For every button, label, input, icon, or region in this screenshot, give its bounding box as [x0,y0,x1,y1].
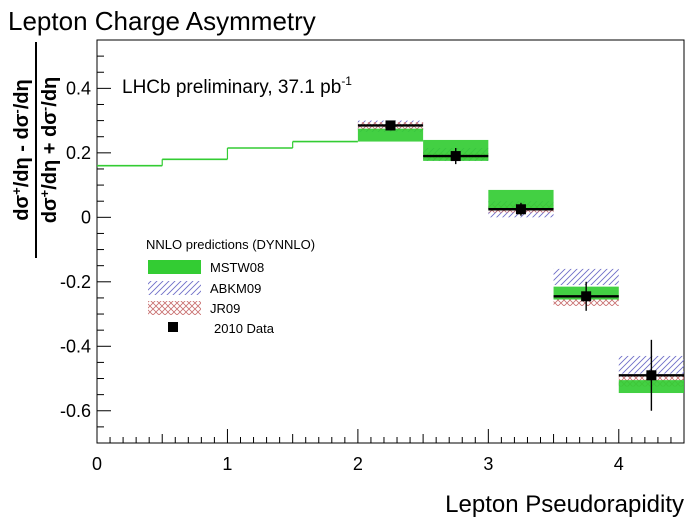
data-point-marker-4 [646,370,657,381]
y-tick-label: 0 [81,207,91,227]
x-tick-label: 3 [483,454,493,474]
mstw-curve [97,140,358,167]
y-tick-label: 0.4 [66,78,91,98]
y-axis-label-numerator: dσ+/dη - dσ-/dη [9,79,33,221]
x-axis-label: Lepton Pseudorapidity [445,491,684,518]
y-axis-label-denominator: dσ+/dη + dσ-/dη [37,77,61,224]
legend-title: NNLO predictions (DYNNLO) [146,237,315,252]
legend-swatch-mstw [148,260,201,274]
legend-label-jr: JR09 [210,301,240,316]
y-tick-label: -0.6 [60,401,91,421]
x-tick-label: 0 [92,454,102,474]
x-axis-ticks: 0 1 2 3 4 [92,429,685,474]
data-points [357,120,684,411]
legend-swatch-abkm [148,281,201,295]
data-point-marker-0 [385,120,396,131]
chart-title: Lepton Charge Asymmetry [8,6,316,36]
mstw-bands [357,128,684,394]
lhcb-annotation-main: LHCb preliminary, 37.1 pb [122,77,341,98]
legend: NNLO predictions (DYNNLO) MSTW08 ABKM09 … [146,237,315,336]
data-point-marker-1 [450,151,461,162]
y-tick-label: -0.4 [60,336,91,356]
x-tick-label: 4 [614,454,624,474]
legend-label-abkm: ABKM09 [210,281,261,296]
lhcb-annotation: LHCb preliminary, 37.1 pb-1 [122,74,352,98]
y-axis-label: dσ+/dη - dσ-/dη dσ+/dη + dσ-/dη [9,42,61,258]
mstw-band-2 [488,189,554,210]
abkm-bands [357,120,684,374]
data-point-marker-2 [515,204,526,215]
legend-swatch-jr [148,301,201,315]
lhcb-annotation-sup: -1 [341,74,352,88]
legend-marker-data [168,322,178,332]
abkm-band-3 [553,268,619,286]
x-tick-label: 2 [353,454,363,474]
data-point-marker-3 [581,291,592,302]
y-tick-label: 0.2 [66,143,91,163]
mstw-band-0 [357,128,424,142]
plot-frame [96,39,685,444]
legend-label-mstw: MSTW08 [210,260,264,275]
x-tick-label: 1 [222,454,232,474]
y-tick-label: -0.2 [60,272,91,292]
y-axis-ticks: 0.4 0.2 0 -0.2 -0.4 -0.6 [60,39,111,444]
legend-label-data: 2010 Data [214,321,275,336]
jr-bands [357,122,684,387]
